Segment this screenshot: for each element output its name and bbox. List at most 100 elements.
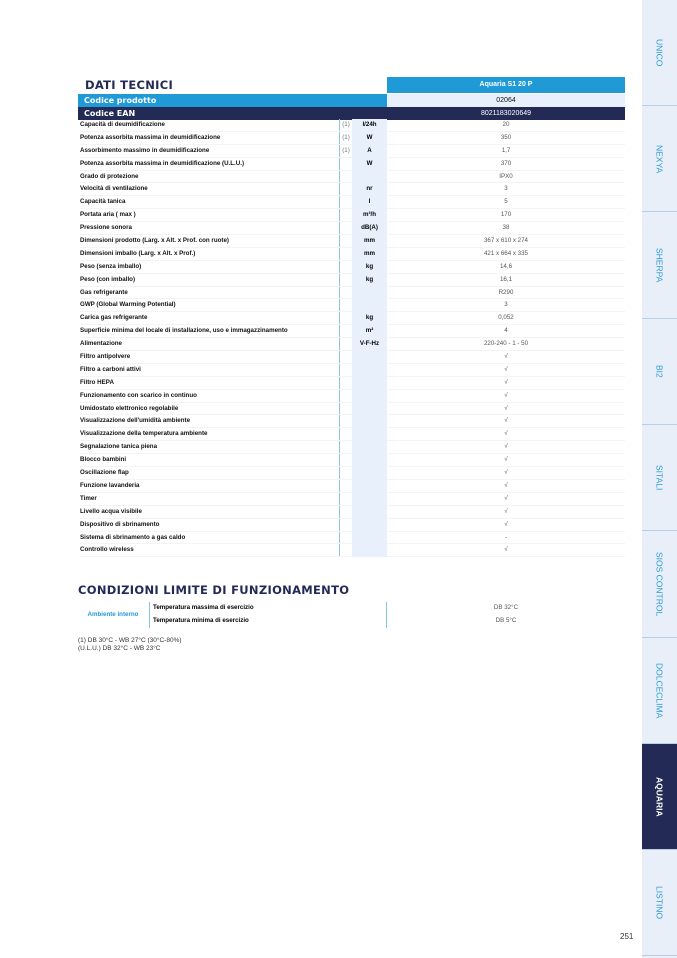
table-row: Carica gas refrigerante kg 0,052 — [80, 312, 625, 326]
spec-value: 367 x 610 x 274 — [483, 237, 529, 245]
spec-value: - — [504, 533, 508, 541]
spec-value: 14,6 — [499, 262, 513, 270]
spec-value: √ — [504, 391, 508, 399]
condition-label: Temperatura massima di esercizio — [153, 604, 254, 611]
tab-bi2[interactable]: BI2 — [642, 319, 677, 425]
spec-value: 370 — [500, 159, 512, 167]
spec-value: 350 — [500, 133, 512, 141]
tab-sios-control[interactable]: SIOS CONTROL — [642, 532, 677, 638]
table-row: Capacità tanica l 5 — [80, 196, 625, 210]
spec-unit: kg — [352, 273, 387, 287]
spec-label: Velocità di ventilazione — [80, 185, 148, 193]
ean-label: Codice EAN — [84, 109, 136, 118]
spec-label: Dispositivo di sbrinamento — [80, 520, 160, 528]
table-row: Funzionamento con scarico in continuo √ — [80, 389, 625, 403]
spec-value: 170 — [500, 211, 512, 219]
spec-label: Livello acqua visibile — [80, 507, 142, 515]
spec-unit: W — [352, 157, 387, 171]
table-row: Segnalazione tanica piena √ — [80, 441, 625, 455]
table-row: Filtro a carboni attivi √ — [80, 363, 625, 377]
spec-label: Timer — [80, 494, 97, 502]
spec-label: Blocco bambini — [80, 456, 127, 464]
spec-label: Visualizzazione della temperatura ambien… — [80, 430, 208, 438]
spec-note: (1) — [342, 146, 350, 154]
table-row: Alimentazione V-F-Hz 220-240 - 1 - 50 — [80, 338, 625, 352]
table-row: Assorbimento massimo in deumidificazione… — [80, 144, 625, 158]
tab-aquaria[interactable]: AQUARIA — [642, 744, 677, 851]
spec-label: Grado di protezione — [80, 172, 139, 180]
table-row: Portata aria ( max ) m³/h 170 — [80, 209, 625, 223]
tab-label: BI2 — [654, 365, 665, 378]
spec-value: 0,052 — [498, 314, 514, 322]
ean-row: Codice EAN 8021183020649 — [78, 107, 625, 120]
footnotes: (1) DB 30°C - WB 27°C (30°C-80%) (U.L.U.… — [78, 637, 182, 653]
spec-label: Peso (con imballo) — [80, 275, 136, 283]
table-row: Visualizzazione dell'umidità ambiente √ — [80, 415, 625, 429]
spec-note: (1) — [342, 133, 350, 141]
spec-label: Filtro antipolvere — [80, 353, 131, 361]
footnote: (1) DB 30°C - WB 27°C (30°C-80%) — [78, 637, 182, 644]
divider — [149, 602, 150, 628]
spec-unit — [352, 402, 387, 416]
spec-unit — [352, 170, 387, 184]
tab-sherpa[interactable]: SHERPA — [642, 213, 677, 319]
product-code-row: Codice prodotto 02064 — [78, 94, 625, 107]
spec-unit: dB(A) — [352, 222, 387, 236]
spec-value: 1,7 — [501, 146, 511, 154]
spec-label: Alimentazione — [80, 340, 122, 348]
table-row: Filtro antipolvere √ — [80, 351, 625, 364]
conditions-title: CONDIZIONI LIMITE DI FUNZIONAMENTO — [78, 583, 350, 597]
spec-unit: A — [352, 144, 387, 158]
tab-listino[interactable]: LISTINO — [642, 850, 677, 957]
spec-label: Peso (senza imballo) — [80, 262, 142, 270]
table-row: Peso (senza imballo) kg 14,6 — [80, 260, 625, 274]
spec-value: √ — [504, 404, 508, 412]
spec-value: √ — [504, 546, 508, 554]
table-row: Velocità di ventilazione nr 3 — [80, 183, 625, 197]
spec-unit — [352, 441, 387, 455]
spec-value: √ — [504, 520, 508, 528]
spec-label: Filtro a carboni attivi — [80, 365, 141, 373]
tab-label: SHERPA — [654, 247, 665, 283]
spec-value: 16,1 — [499, 275, 513, 283]
spec-table: Capacità di deumidificazione (1) l/24h 20 Po… — [80, 119, 625, 558]
tab-unico[interactable]: UNICO — [642, 0, 677, 106]
spec-unit: l — [352, 196, 387, 210]
spec-value: 20 — [502, 121, 510, 128]
tab-nexya[interactable]: NEXYA — [642, 106, 677, 213]
spec-unit — [352, 544, 387, 558]
tab-label: SIOS CONTROL — [654, 551, 665, 617]
spec-value: √ — [504, 365, 508, 373]
spec-label: Capacità tanica — [80, 198, 126, 206]
spec-unit: kg — [352, 312, 387, 326]
table-row: Oscillazione flap √ — [80, 467, 625, 480]
spec-unit: m³/h — [352, 209, 387, 223]
spec-unit — [352, 376, 387, 390]
spec-unit — [352, 299, 387, 313]
table-row: Potenza assorbita massima in deumidifica… — [80, 157, 625, 171]
spec-value: 4 — [504, 327, 508, 335]
spec-unit: mm — [352, 235, 387, 248]
spec-value: IPX0 — [499, 172, 513, 180]
table-row: Umidostato elettronico regolabile √ — [80, 402, 625, 416]
spec-value: √ — [504, 417, 508, 425]
tab-dolceclima[interactable]: DOLCECLIMA — [642, 638, 677, 744]
model-header: Aquaria S1 20 P — [387, 77, 625, 93]
spec-label: Funzionamento con scarico in continuo — [80, 391, 197, 399]
tab-sitali[interactable]: SITALI — [642, 425, 677, 532]
spec-unit: W — [352, 131, 387, 145]
spec-value: √ — [504, 507, 508, 515]
tab-label: UNICO — [654, 38, 665, 67]
spec-value: 3 — [504, 185, 508, 193]
table-row: Superficie minima del locale di installa… — [80, 325, 625, 339]
spec-label: Dimensioni prodotto (Larg. x Alt. x Prof… — [80, 237, 229, 245]
sidebar-tabs: UNICO NEXYA SHERPA BI2 SITALI SIOS CONTROL DOL… — [642, 0, 677, 958]
spec-label: Sistema di sbrinamento a gas caldo — [80, 533, 186, 541]
spec-unit — [352, 428, 387, 442]
spec-unit: m² — [352, 325, 387, 339]
spec-label: Funzione lavanderia — [80, 481, 140, 489]
spec-unit: nr — [352, 183, 387, 197]
product-code-label: Codice prodotto — [84, 96, 157, 105]
spec-label: Filtro HEPA — [80, 378, 114, 386]
table-row: Pressione sonora dB(A) 38 — [80, 222, 625, 236]
